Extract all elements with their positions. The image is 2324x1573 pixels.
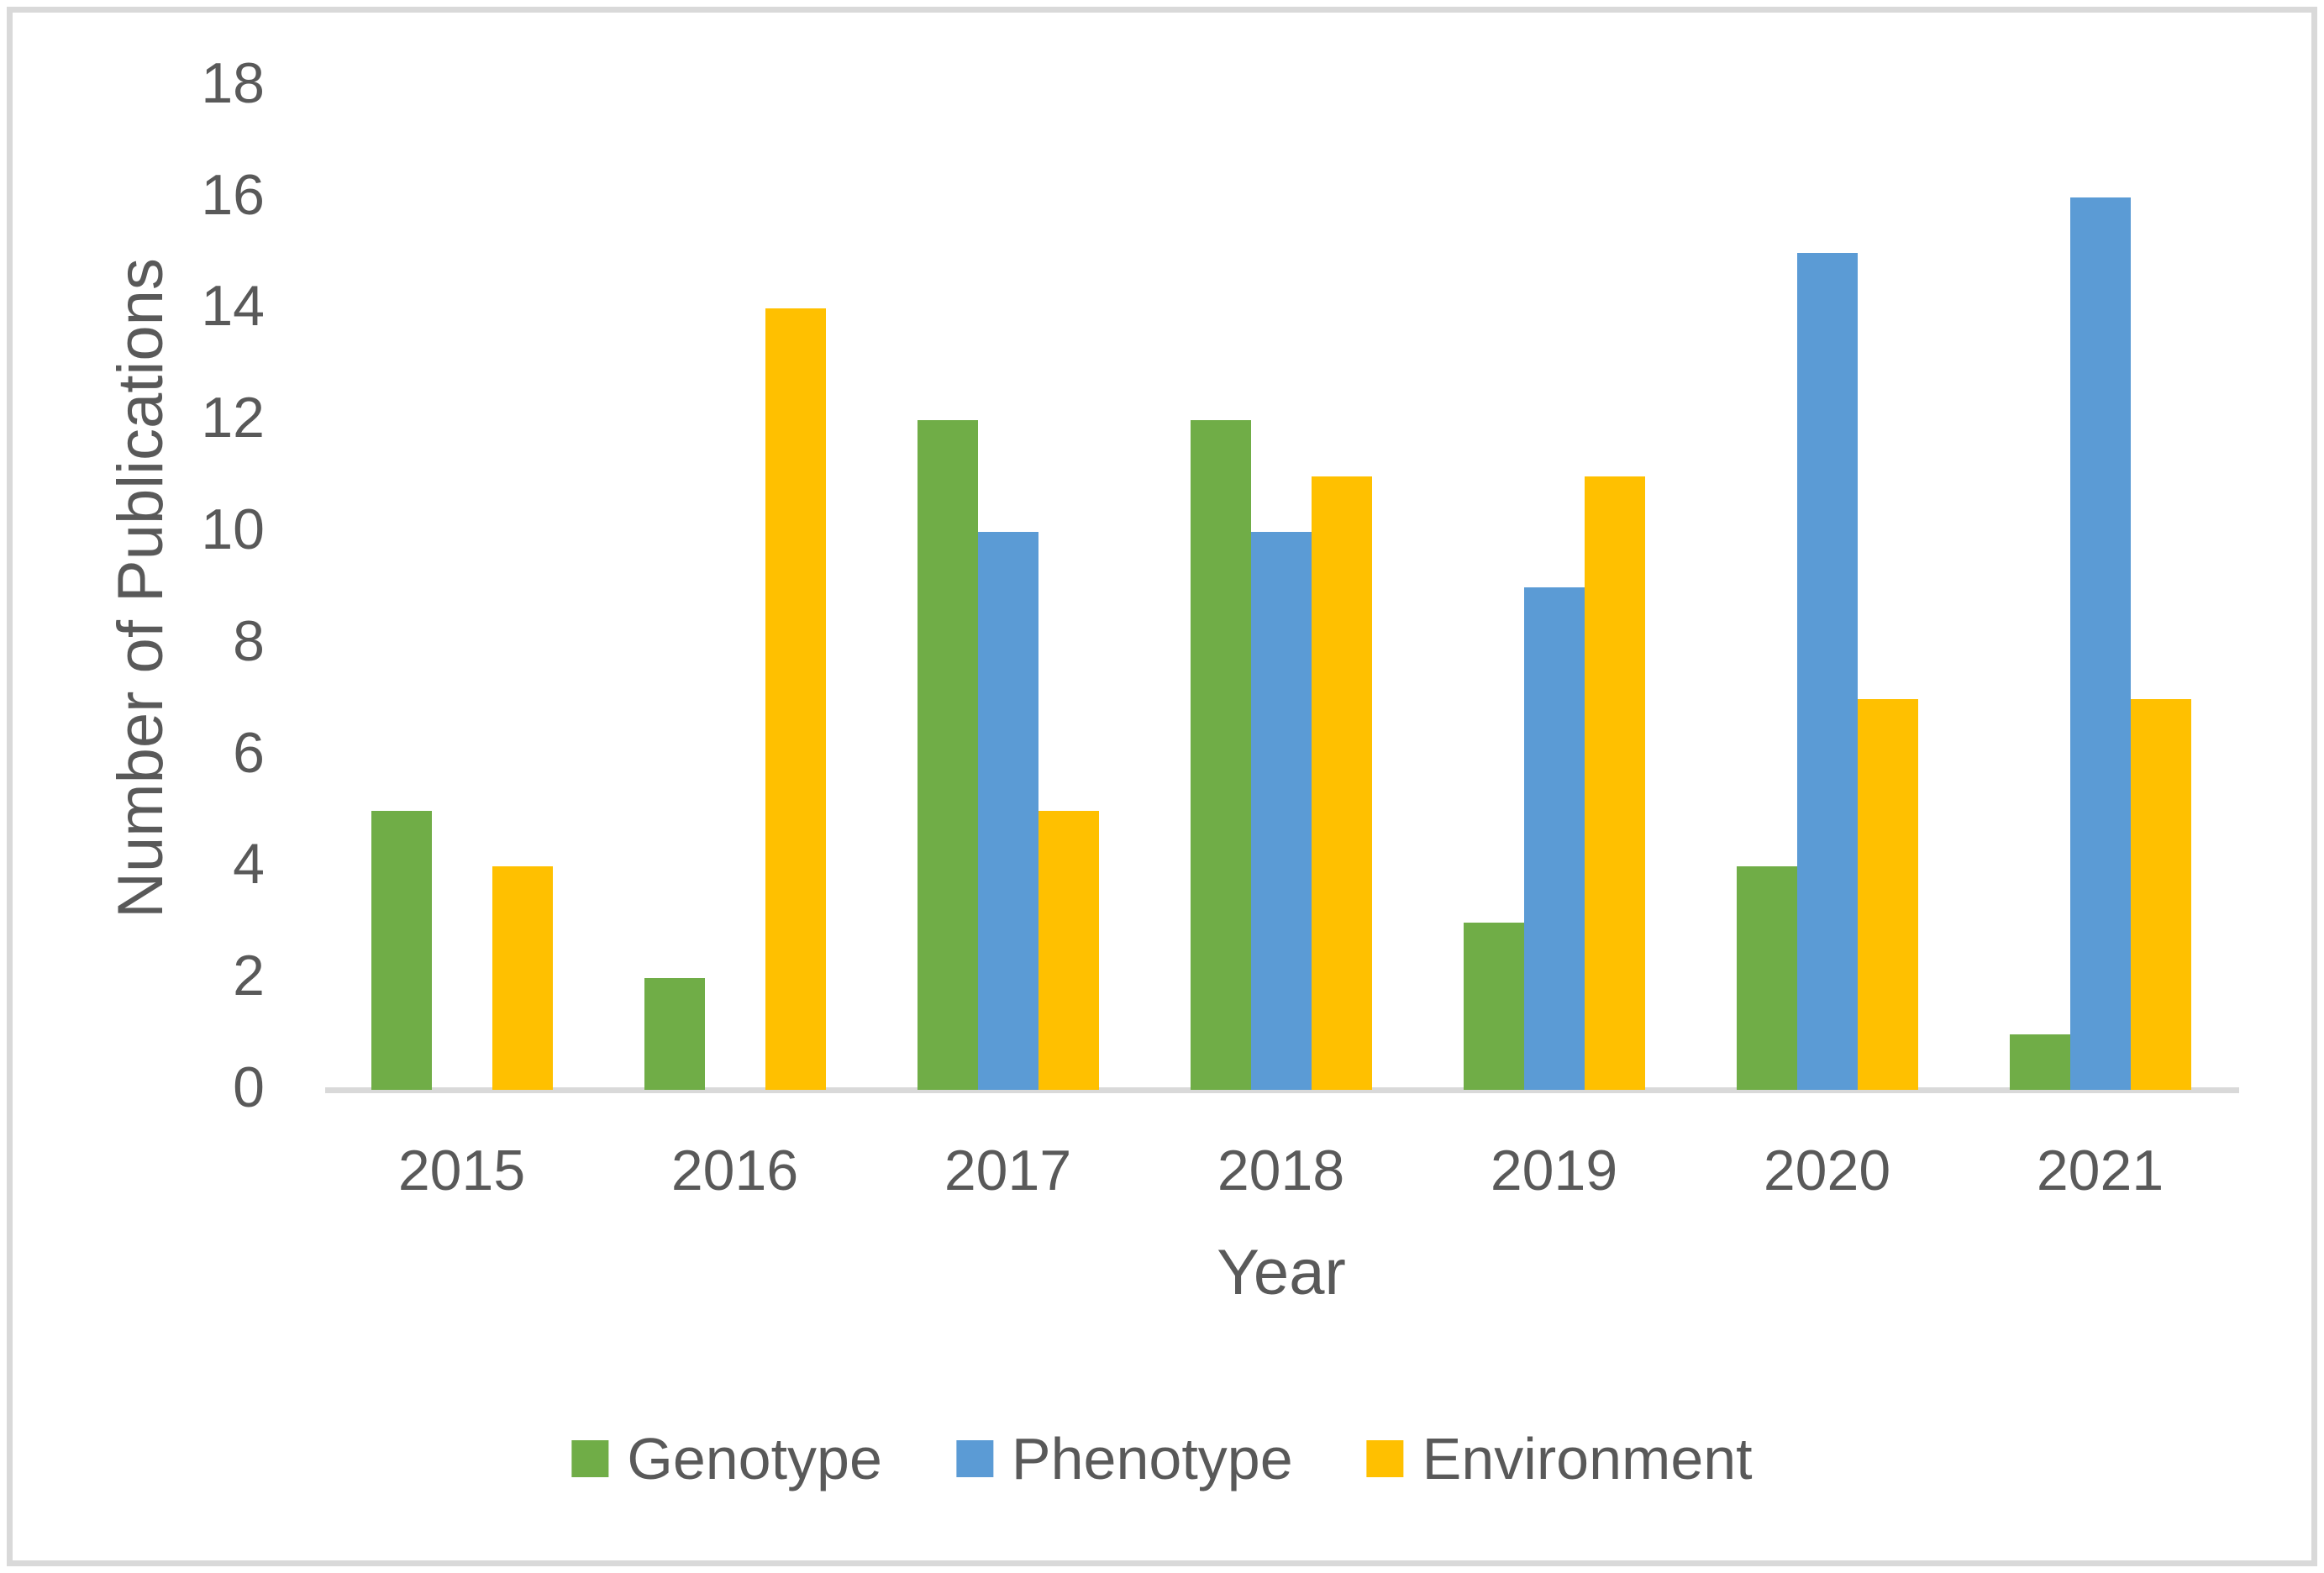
legend-label-environment: Environment [1422,1426,1753,1491]
bar-environment-2015 [492,866,553,1090]
bar-phenotype-2020 [1797,253,1858,1090]
legend-item-phenotype: Phenotype [955,1426,1293,1491]
x-axis-line [325,1087,2239,1093]
y-tick-label: 14 [201,274,265,339]
legend-label-genotype: Genotype [627,1426,882,1491]
bar-genotype-2020 [1737,866,1797,1090]
bar-genotype-2017 [918,420,978,1090]
legend-item-environment: Environment [1366,1426,1753,1491]
x-tick-label-2021: 2021 [2036,1139,2164,1202]
x-tick-label-2016: 2016 [670,1139,799,1202]
bar-phenotype-2019 [1524,587,1585,1090]
bar-phenotype-2018 [1251,532,1312,1090]
x-tick-label-2019: 2019 [1490,1139,1618,1202]
y-tick-label: 6 [233,720,265,785]
y-tick-label: 16 [201,162,265,227]
x-tick-label-2015: 2015 [397,1139,526,1202]
bar-genotype-2016 [644,978,705,1090]
y-axis-title: Number of Publications [105,258,176,918]
legend-item-genotype: Genotype [571,1429,882,1488]
x-tick-label-2018: 2018 [1217,1139,1345,1202]
y-tick-label: 4 [233,832,265,897]
legend: Genotype Phenotype Environment [571,1426,1753,1491]
legend-swatch-genotype [571,1440,609,1477]
x-tick-label-2017: 2017 [944,1139,1072,1202]
y-tick-label: 2 [233,944,265,1008]
bar-genotype-2018 [1191,420,1251,1090]
bar-environment-2017 [1038,811,1099,1090]
legend-swatch-environment [1366,1440,1404,1477]
chart-frame-border [7,7,2317,1566]
bar-environment-2016 [765,308,826,1090]
bar-phenotype-2017 [978,532,1038,1090]
y-tick-label: 18 [201,50,265,115]
bar-environment-2020 [1858,699,1918,1090]
legend-label-phenotype: Phenotype [1011,1426,1293,1491]
x-axis-title: Year [1217,1237,1346,1308]
bar-genotype-2021 [2010,1034,2070,1090]
bar-genotype-2015 [371,811,432,1090]
y-tick-label: 10 [201,497,265,561]
bar-environment-2018 [1312,476,1372,1090]
legend-swatch-phenotype [955,1440,993,1477]
y-tick-label: 12 [201,386,265,450]
y-tick-label: 0 [233,1055,265,1119]
bar-environment-2019 [1585,476,1645,1090]
x-tick-label-2020: 2020 [1763,1139,1891,1202]
bar-phenotype-2021 [2070,197,2131,1090]
y-tick-label: 8 [233,608,265,673]
bar-genotype-2019 [1464,923,1524,1090]
bar-environment-2021 [2131,699,2191,1090]
